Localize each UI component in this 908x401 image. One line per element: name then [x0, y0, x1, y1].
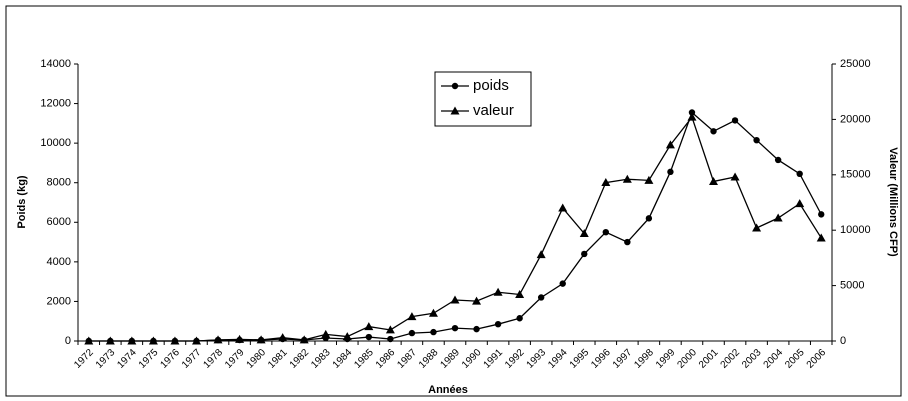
- marker: [451, 324, 459, 332]
- y-tick-label: 10000: [40, 137, 71, 149]
- y2-tick-label: 20000: [840, 113, 871, 125]
- marker: [731, 117, 739, 124]
- marker: [536, 250, 546, 259]
- marker: [558, 203, 568, 212]
- marker: [235, 334, 245, 343]
- marker: [387, 335, 394, 343]
- marker: [622, 174, 632, 183]
- marker: [818, 211, 825, 218]
- marker: [127, 336, 137, 345]
- y2-tick-label: 5000: [840, 280, 864, 292]
- marker: [170, 336, 180, 345]
- y-tick-label: 4000: [47, 256, 71, 268]
- y-tick-label: 6000: [47, 216, 71, 228]
- marker: [581, 250, 588, 258]
- marker: [407, 312, 417, 321]
- marker: [450, 295, 460, 304]
- marker: [730, 172, 740, 181]
- marker: [602, 228, 609, 236]
- marker: [191, 336, 201, 345]
- marker: [299, 335, 309, 344]
- marker: [795, 199, 805, 208]
- marker: [321, 329, 331, 338]
- marker: [364, 322, 374, 331]
- series: [84, 112, 826, 345]
- marker: [494, 320, 502, 328]
- y-tick-label: 0: [65, 335, 71, 347]
- legend-label: valeur: [473, 102, 514, 119]
- marker: [667, 168, 674, 176]
- y2-axis-title: Valeur (Millions CFP): [887, 147, 899, 257]
- marker: [428, 308, 438, 317]
- legend-marker: [450, 106, 460, 115]
- marker: [473, 325, 480, 333]
- legend-label: poids: [473, 77, 509, 94]
- marker: [213, 335, 223, 344]
- marker: [342, 332, 352, 341]
- marker: [624, 238, 631, 246]
- marker: [688, 109, 696, 116]
- y-tick-label: 14000: [40, 58, 71, 70]
- marker: [105, 336, 115, 345]
- y2-tick-label: 25000: [840, 58, 871, 70]
- marker: [579, 229, 589, 238]
- marker: [515, 289, 525, 298]
- marker: [709, 176, 719, 185]
- marker: [516, 315, 523, 322]
- marker: [752, 223, 762, 232]
- y-tick-label: 8000: [47, 177, 71, 189]
- marker: [773, 213, 783, 222]
- marker: [687, 112, 697, 121]
- y2-tick-label: 10000: [840, 224, 871, 236]
- marker: [753, 136, 760, 144]
- marker: [796, 170, 803, 178]
- marker: [408, 329, 416, 337]
- marker: [472, 296, 482, 305]
- chart-border: [5, 5, 902, 397]
- marker: [148, 336, 158, 345]
- y2-tick-label: 0: [840, 335, 846, 347]
- marker: [385, 325, 395, 334]
- marker: [256, 335, 266, 344]
- x-axis-title: Années: [428, 384, 468, 396]
- marker: [365, 333, 373, 341]
- marker: [430, 328, 437, 336]
- marker: [537, 294, 545, 301]
- legend-box: [434, 71, 532, 127]
- y-axis-title: Poids (kg): [16, 175, 28, 229]
- y-tick-label: 2000: [47, 295, 71, 307]
- y2-tick-label: 15000: [840, 169, 871, 181]
- marker: [601, 178, 611, 187]
- marker: [559, 280, 566, 287]
- marker: [645, 215, 653, 222]
- marker: [278, 333, 288, 342]
- marker: [644, 175, 654, 184]
- marker: [710, 128, 717, 135]
- y-tick-label: 12000: [40, 97, 71, 109]
- marker: [774, 156, 782, 164]
- legend-marker: [451, 82, 459, 90]
- marker: [493, 287, 503, 296]
- marker: [84, 336, 94, 345]
- marker: [816, 233, 826, 242]
- marker: [665, 140, 675, 149]
